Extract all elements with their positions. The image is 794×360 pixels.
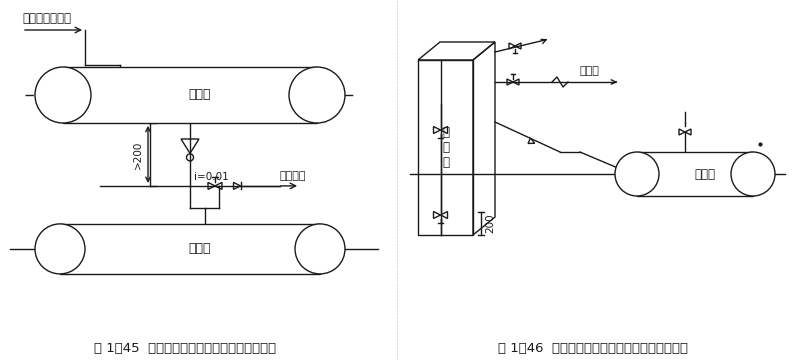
Bar (63, 67, 317, 123)
Text: 来自制冷压缩机: 来自制冷压缩机 (22, 12, 71, 24)
Text: 冷
凝
器: 冷 凝 器 (442, 126, 449, 169)
Text: 图 1－46  单台蒸发式冷凝器与贮液器的连接方式: 图 1－46 单台蒸发式冷凝器与贮液器的连接方式 (498, 342, 688, 355)
Text: 冷凝器: 冷凝器 (189, 89, 211, 102)
Text: 贮液器: 贮液器 (695, 167, 715, 180)
Ellipse shape (35, 67, 91, 123)
Ellipse shape (731, 152, 775, 196)
Text: 至调节站: 至调节站 (280, 171, 306, 181)
Text: i=0.01: i=0.01 (194, 172, 229, 182)
Bar (418, 60, 473, 235)
Text: 贮液器: 贮液器 (189, 242, 211, 255)
Text: 图 1－45  壳管式冷凝器至贮液器间的管道连接: 图 1－45 壳管式冷凝器至贮液器间的管道连接 (94, 342, 276, 355)
Bar (637, 152, 753, 196)
Ellipse shape (289, 67, 345, 123)
Text: >200: >200 (133, 140, 143, 168)
Text: 放空气: 放空气 (580, 66, 600, 76)
Ellipse shape (295, 224, 345, 274)
Text: 200: 200 (485, 213, 495, 233)
Bar (60, 224, 320, 274)
Ellipse shape (615, 152, 659, 196)
Ellipse shape (35, 224, 85, 274)
